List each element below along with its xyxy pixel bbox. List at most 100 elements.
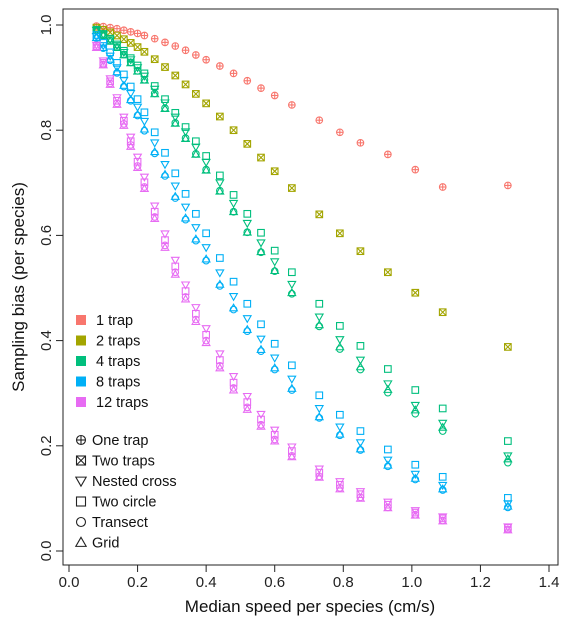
data-point <box>437 484 448 493</box>
data-point <box>270 339 279 348</box>
data-point <box>356 247 365 256</box>
data-point <box>287 383 297 392</box>
data-point <box>113 59 121 67</box>
data-point <box>201 158 211 168</box>
data-point <box>503 525 513 534</box>
data-point <box>112 66 122 76</box>
data-point <box>438 427 447 435</box>
legend-shape-symbol <box>75 434 87 446</box>
data-point <box>132 109 143 118</box>
data-point <box>383 456 393 465</box>
data-point <box>126 137 135 146</box>
data-point <box>170 269 181 278</box>
data-point <box>192 90 200 98</box>
data-point <box>112 64 122 73</box>
data-point <box>503 454 513 463</box>
series-8-traps <box>91 31 513 512</box>
legend-shape-symbol <box>74 536 88 547</box>
data-point <box>243 403 252 412</box>
data-point <box>356 490 365 499</box>
data-point <box>119 48 129 58</box>
data-point <box>119 50 129 59</box>
data-point <box>257 320 265 329</box>
y-tick-label: 0.2 <box>38 435 55 456</box>
data-point <box>229 126 238 135</box>
data-point <box>180 128 191 137</box>
data-point <box>92 31 101 39</box>
legend-color-swatch <box>76 315 86 325</box>
data-point <box>315 391 324 400</box>
data-point <box>181 80 190 89</box>
data-point <box>228 206 239 216</box>
data-point <box>201 325 211 334</box>
data-point <box>171 268 180 277</box>
data-point <box>336 229 344 238</box>
data-point <box>243 76 252 85</box>
data-point <box>113 31 121 40</box>
data-point <box>180 281 191 290</box>
data-point <box>105 54 115 63</box>
data-point <box>335 342 345 351</box>
data-point <box>192 209 200 218</box>
data-point <box>335 423 345 432</box>
data-point <box>112 99 122 108</box>
y-tick-label: 0.8 <box>38 120 55 141</box>
data-point <box>180 203 191 212</box>
data-point <box>355 439 366 448</box>
data-point <box>383 384 393 393</box>
data-point <box>215 179 225 188</box>
data-point <box>257 153 265 162</box>
data-point <box>133 29 142 38</box>
data-point <box>287 451 297 461</box>
data-point <box>256 239 266 248</box>
legend-shape-label: Two traps <box>92 454 155 470</box>
data-point <box>192 315 200 324</box>
axes: 0.0 0.2 0.4 0.6 0.8 1.0 1.2 1.4 0.0 0.2 0.4 0.6 0.8 1… <box>38 15 559 591</box>
data-point <box>202 55 210 64</box>
data-point <box>288 268 296 277</box>
data-point <box>384 500 392 509</box>
data-point <box>98 42 109 52</box>
data-point <box>438 514 447 523</box>
x-tick-label: 1.4 <box>539 574 560 591</box>
data-point <box>504 343 512 351</box>
legend-shape-label: Nested cross <box>92 474 177 490</box>
data-point <box>132 162 143 171</box>
data-point <box>410 510 421 519</box>
data-point <box>149 139 160 148</box>
data-point <box>383 380 393 389</box>
data-point <box>105 75 115 84</box>
x-tick-label: 0.4 <box>196 574 217 591</box>
series-1-trap <box>92 22 512 191</box>
data-point <box>288 361 296 370</box>
data-point <box>181 189 190 198</box>
data-point <box>139 117 150 127</box>
data-point <box>112 42 122 52</box>
data-point <box>336 410 344 419</box>
data-point <box>504 181 512 190</box>
data-point <box>503 452 513 461</box>
data-point <box>411 386 420 394</box>
data-point <box>171 108 180 117</box>
data-point <box>139 124 150 133</box>
data-point <box>269 426 280 435</box>
data-point <box>314 405 325 414</box>
data-point <box>132 153 143 162</box>
data-point <box>215 279 225 288</box>
data-point <box>150 55 159 64</box>
data-point <box>149 146 160 156</box>
data-point <box>98 30 109 39</box>
data-point <box>201 165 211 174</box>
data-point <box>504 437 512 445</box>
data-point <box>120 116 128 125</box>
data-point <box>384 268 392 277</box>
data-point <box>112 42 122 51</box>
data-point <box>120 70 128 79</box>
data-point <box>336 128 344 137</box>
data-point <box>336 322 344 330</box>
data-point <box>215 186 225 195</box>
data-point <box>438 404 447 413</box>
data-point <box>170 256 181 266</box>
data-point <box>256 246 266 256</box>
data-point <box>355 356 366 365</box>
